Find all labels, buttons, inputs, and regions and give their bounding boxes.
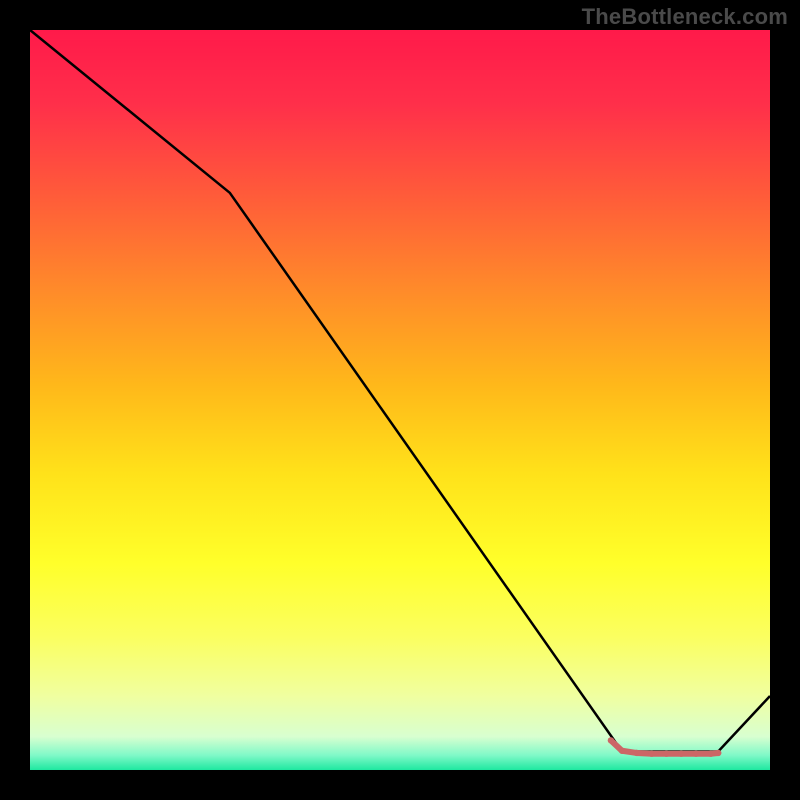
main-series-line [30, 30, 770, 752]
chart-lines [30, 30, 770, 770]
watermark-text: TheBottleneck.com [582, 4, 788, 30]
plot-area [30, 30, 770, 770]
